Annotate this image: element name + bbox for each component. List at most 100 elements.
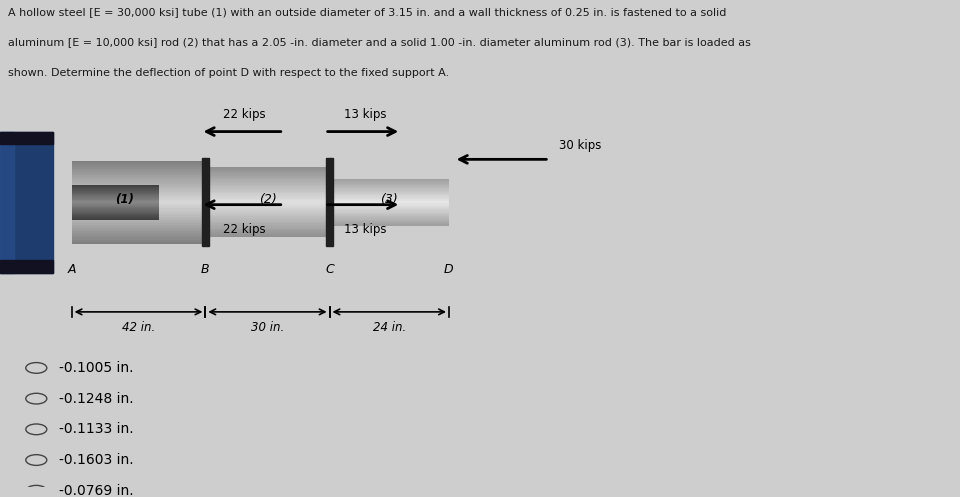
Bar [329, 216, 449, 218]
Text: 22 kips: 22 kips [224, 108, 266, 121]
Bar [329, 188, 449, 189]
Bar [205, 215, 329, 216]
Bar [205, 222, 329, 223]
Text: (2): (2) [258, 193, 276, 206]
Bar [72, 209, 158, 210]
Bar [72, 227, 205, 229]
Text: 30 in.: 30 in. [251, 321, 284, 333]
Bar [205, 225, 329, 227]
Bar [326, 158, 333, 247]
Bar [329, 213, 449, 214]
Bar [205, 199, 329, 200]
Bar [205, 208, 329, 209]
Bar [205, 179, 329, 181]
Bar [72, 207, 158, 208]
Bar [72, 215, 205, 217]
Bar [72, 195, 158, 196]
Bar [72, 211, 158, 212]
Bar [329, 205, 449, 206]
Bar [329, 203, 449, 205]
Text: A hollow steel [E = 30,000 ksi] tube (1) with an outside diameter of 3.15 in. an: A hollow steel [E = 30,000 ksi] tube (1)… [8, 7, 726, 17]
Bar [72, 211, 205, 213]
Bar [329, 179, 449, 180]
Bar [72, 181, 205, 183]
Bar [329, 212, 449, 213]
Text: 30 kips: 30 kips [559, 139, 601, 152]
Bar [329, 219, 449, 220]
Text: B: B [201, 263, 209, 276]
Bar [0, 260, 53, 273]
Bar [205, 174, 329, 176]
Bar [72, 189, 158, 190]
Bar [205, 193, 329, 195]
Bar [72, 238, 205, 240]
Bar [72, 202, 205, 204]
Bar [329, 215, 449, 216]
Bar [72, 188, 205, 190]
Bar [205, 183, 329, 185]
Bar [205, 197, 329, 199]
Bar [202, 158, 208, 247]
Bar [329, 214, 449, 215]
Bar [72, 200, 205, 202]
Bar [72, 185, 158, 186]
Bar [72, 200, 158, 201]
Bar [72, 199, 158, 200]
Bar [205, 188, 329, 190]
Text: 42 in.: 42 in. [122, 321, 156, 333]
Bar [329, 223, 449, 225]
Bar [329, 196, 449, 198]
Bar [205, 218, 329, 220]
Bar [329, 192, 449, 193]
Bar [205, 236, 329, 238]
Text: 24 in.: 24 in. [372, 321, 406, 333]
Bar [72, 218, 158, 219]
Bar [72, 186, 205, 188]
Bar [72, 212, 158, 213]
Text: A: A [67, 263, 76, 276]
Bar [72, 192, 205, 194]
Bar [205, 176, 329, 177]
Bar [72, 169, 205, 171]
Bar [329, 182, 449, 183]
Bar [72, 192, 158, 193]
Bar [329, 207, 449, 208]
Bar [72, 173, 205, 175]
Bar [72, 188, 158, 189]
Bar [72, 210, 158, 211]
Bar [329, 218, 449, 219]
Bar [205, 172, 329, 174]
Bar [205, 232, 329, 234]
Bar [72, 183, 205, 186]
Bar [205, 216, 329, 218]
Bar [329, 206, 449, 207]
Bar [205, 192, 329, 193]
Text: aluminum [E = 10,000 ksi] rod (2) that has a 2.05 -in. diameter and a solid 1.00: aluminum [E = 10,000 ksi] rod (2) that h… [8, 38, 751, 48]
Bar [329, 220, 449, 221]
Bar [205, 229, 329, 230]
Bar [72, 213, 205, 215]
Bar [205, 167, 329, 169]
Text: C: C [325, 263, 334, 276]
Bar [329, 208, 449, 209]
Bar [72, 198, 205, 200]
Bar [329, 200, 449, 201]
Bar [205, 200, 329, 202]
Text: -0.0769 in.: -0.0769 in. [60, 484, 133, 497]
Bar [205, 230, 329, 232]
Bar [329, 195, 449, 196]
Bar [72, 233, 205, 236]
Bar [72, 204, 205, 206]
Bar [205, 234, 329, 236]
Bar [72, 190, 205, 192]
Bar [329, 180, 449, 181]
Bar [205, 169, 329, 170]
Bar [329, 199, 449, 200]
Bar [72, 197, 158, 198]
Bar [329, 193, 449, 194]
Bar [72, 206, 205, 208]
Bar [329, 225, 449, 226]
Text: 13 kips: 13 kips [344, 223, 386, 236]
Bar [72, 205, 158, 206]
Bar [72, 175, 205, 177]
